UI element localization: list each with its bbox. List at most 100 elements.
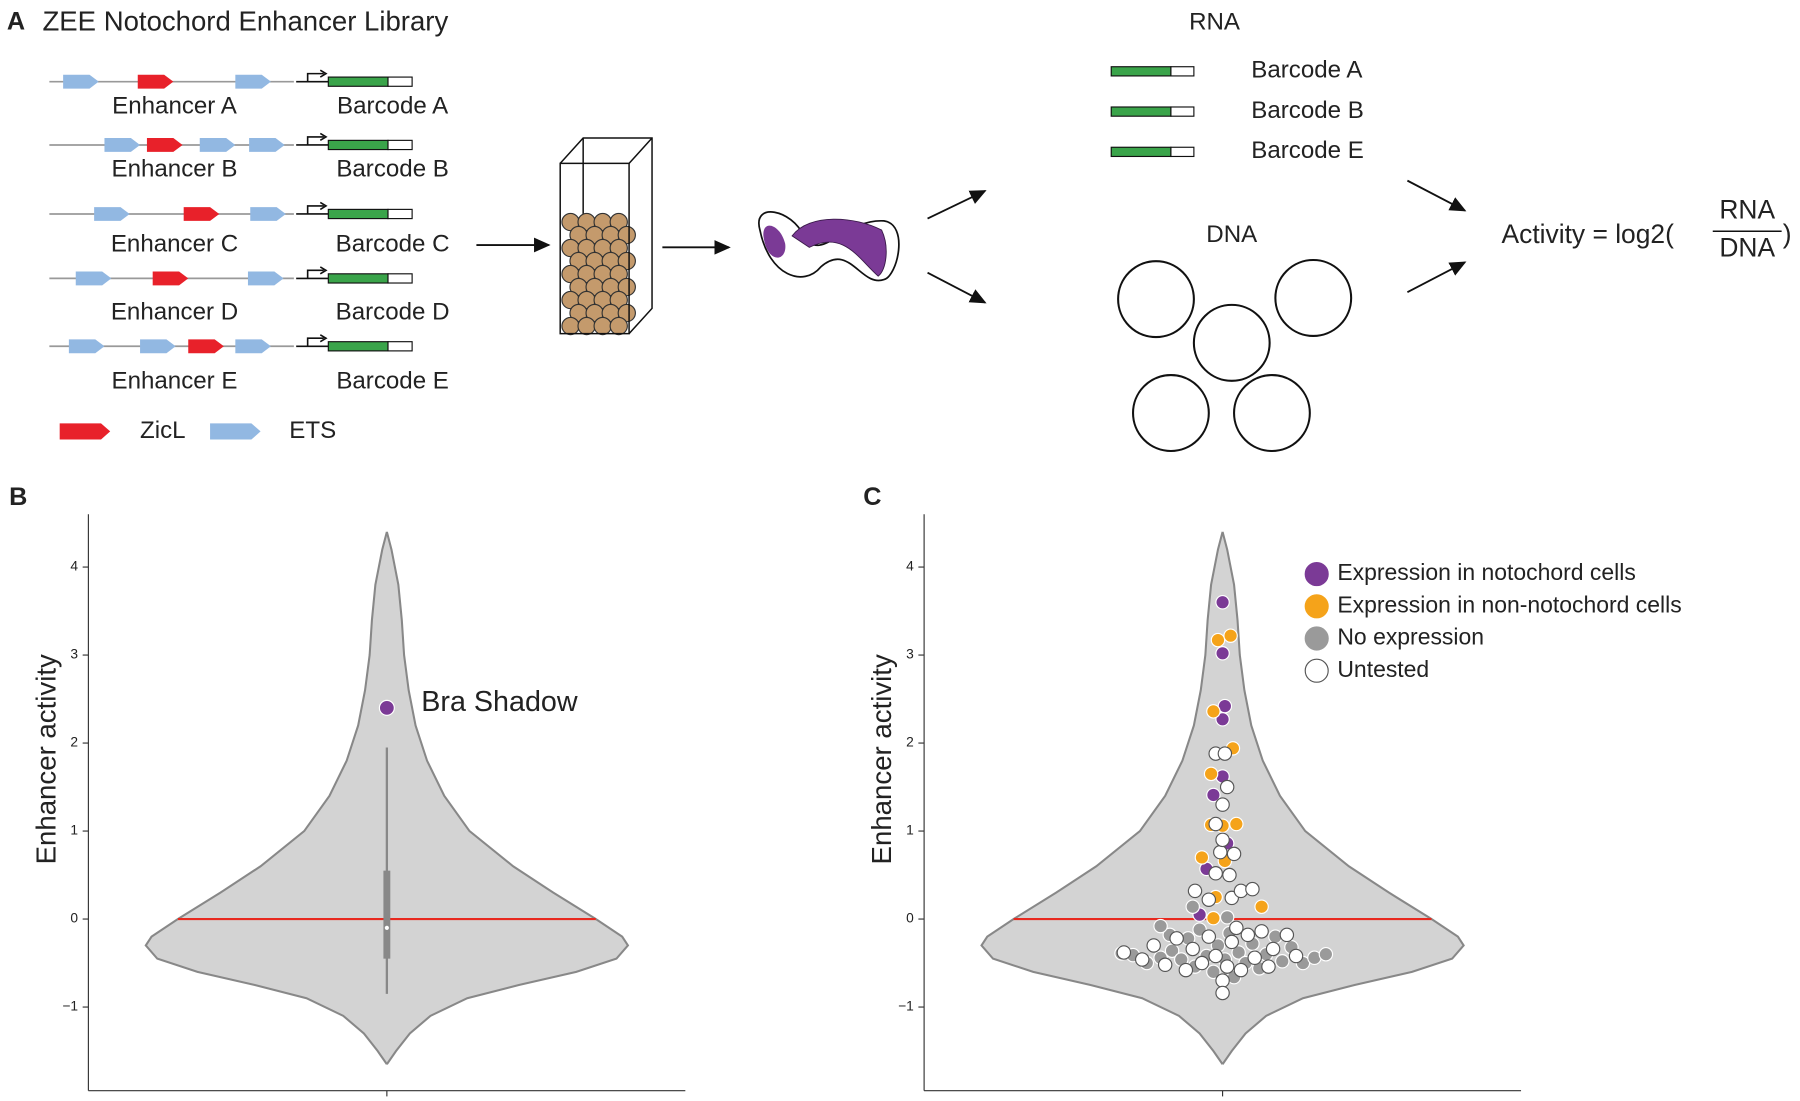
rna-barcodes: Barcode A Barcode B Barcode E xyxy=(1110,57,1364,164)
barcode-white xyxy=(387,208,413,220)
arrows xyxy=(476,179,1467,304)
point xyxy=(1194,955,1210,971)
y-tick-label: 4 xyxy=(70,559,78,574)
point xyxy=(1233,962,1249,978)
barcode-label: Barcode A xyxy=(337,92,449,119)
enhancer-label: Enhancer D xyxy=(111,298,238,325)
violin-outline xyxy=(1221,531,1465,1065)
y-tick-label: 0 xyxy=(906,911,914,926)
motif xyxy=(249,138,285,152)
point xyxy=(1208,948,1223,964)
promoter xyxy=(296,69,329,83)
motif xyxy=(183,207,220,221)
point xyxy=(1288,948,1304,964)
point xyxy=(1134,952,1150,967)
point xyxy=(1215,712,1230,727)
point xyxy=(1215,595,1230,610)
y-tick-label: 3 xyxy=(70,647,78,662)
dna-circles xyxy=(1117,258,1353,453)
y-tick-label: 2 xyxy=(70,735,78,750)
point xyxy=(1206,910,1221,926)
beads xyxy=(561,212,636,336)
legend-label: Expression in notochord cells xyxy=(1337,559,1635,585)
box xyxy=(383,870,391,959)
enhancer-label: Enhancer C xyxy=(111,230,238,257)
barcode-label: Barcode D xyxy=(336,298,450,325)
formula-numerator: RNA xyxy=(1719,195,1775,225)
point xyxy=(1203,766,1219,782)
point xyxy=(1194,850,1210,865)
point xyxy=(1146,938,1161,953)
motif xyxy=(188,339,224,354)
motif xyxy=(137,74,174,89)
point xyxy=(1157,957,1173,973)
zicl-icon xyxy=(59,423,111,440)
legend-marker xyxy=(1304,626,1329,651)
motif xyxy=(235,339,271,354)
promoter xyxy=(296,334,329,348)
point xyxy=(1201,929,1217,944)
promoter xyxy=(296,132,329,146)
motif xyxy=(235,74,271,89)
point xyxy=(1265,941,1281,957)
barcode-white xyxy=(1170,106,1195,117)
tube-front xyxy=(559,162,630,335)
barcode-green xyxy=(327,139,389,151)
point xyxy=(1254,899,1269,914)
y-tick-label: 2 xyxy=(906,735,914,750)
rna-barcode-label: Barcode E xyxy=(1251,137,1364,164)
point xyxy=(1226,846,1242,862)
formula: Activity = log2( RNA DNA ) xyxy=(1502,195,1792,263)
point xyxy=(1254,924,1269,939)
barcode-white xyxy=(1170,66,1195,77)
legend-label: ETS xyxy=(289,417,336,444)
panel-label: B xyxy=(9,483,27,511)
point xyxy=(1219,779,1235,795)
formula-denominator: DNA xyxy=(1719,233,1775,263)
barcode-green xyxy=(327,208,389,220)
point xyxy=(1215,832,1230,848)
barcode-green xyxy=(327,273,389,284)
point xyxy=(1229,920,1244,936)
point xyxy=(1261,959,1276,974)
point xyxy=(1208,866,1223,881)
point xyxy=(1224,934,1239,950)
point xyxy=(1201,892,1217,907)
motif xyxy=(250,207,286,221)
legend-label: Untested xyxy=(1337,656,1429,682)
point xyxy=(1222,867,1237,883)
y-axis-label: Enhancer activity xyxy=(31,654,62,864)
y-tick-label: −1 xyxy=(62,999,78,1014)
rna-barcode-label: Barcode A xyxy=(1251,57,1363,84)
charts: B Enhancer activity −1 0 1 2 3 4 Bra Shadow C Enha… xyxy=(9,483,1682,1097)
point xyxy=(1185,899,1200,914)
bead xyxy=(577,316,596,336)
motif xyxy=(104,138,141,152)
barcode-white xyxy=(1170,146,1195,158)
enhancer-label: Enhancer A xyxy=(112,92,238,119)
rna-barcode-label: Barcode B xyxy=(1251,97,1364,124)
point xyxy=(1215,985,1230,1001)
barcode-label: Barcode B xyxy=(336,156,449,183)
barcode-white xyxy=(387,139,413,151)
y-tick-label: 1 xyxy=(70,823,78,838)
median xyxy=(384,925,389,930)
point xyxy=(1318,947,1334,962)
point xyxy=(1208,816,1223,832)
barcode-green xyxy=(327,341,389,352)
point xyxy=(1215,797,1230,812)
enhancer-label: Enhancer B xyxy=(112,156,238,183)
point xyxy=(1215,973,1230,988)
legend-label: Expression in non-notochord cells xyxy=(1337,591,1681,617)
motif xyxy=(75,271,112,286)
y-tick-label: −1 xyxy=(898,999,914,1014)
formula-suffix: ) xyxy=(1783,219,1792,249)
point xyxy=(1210,632,1226,648)
point xyxy=(1247,950,1262,966)
violin-outline xyxy=(385,531,630,1065)
point xyxy=(1185,941,1200,957)
promoter xyxy=(296,266,329,280)
motif xyxy=(94,207,130,221)
motif xyxy=(63,74,99,89)
dna-title: DNA xyxy=(1206,221,1258,248)
